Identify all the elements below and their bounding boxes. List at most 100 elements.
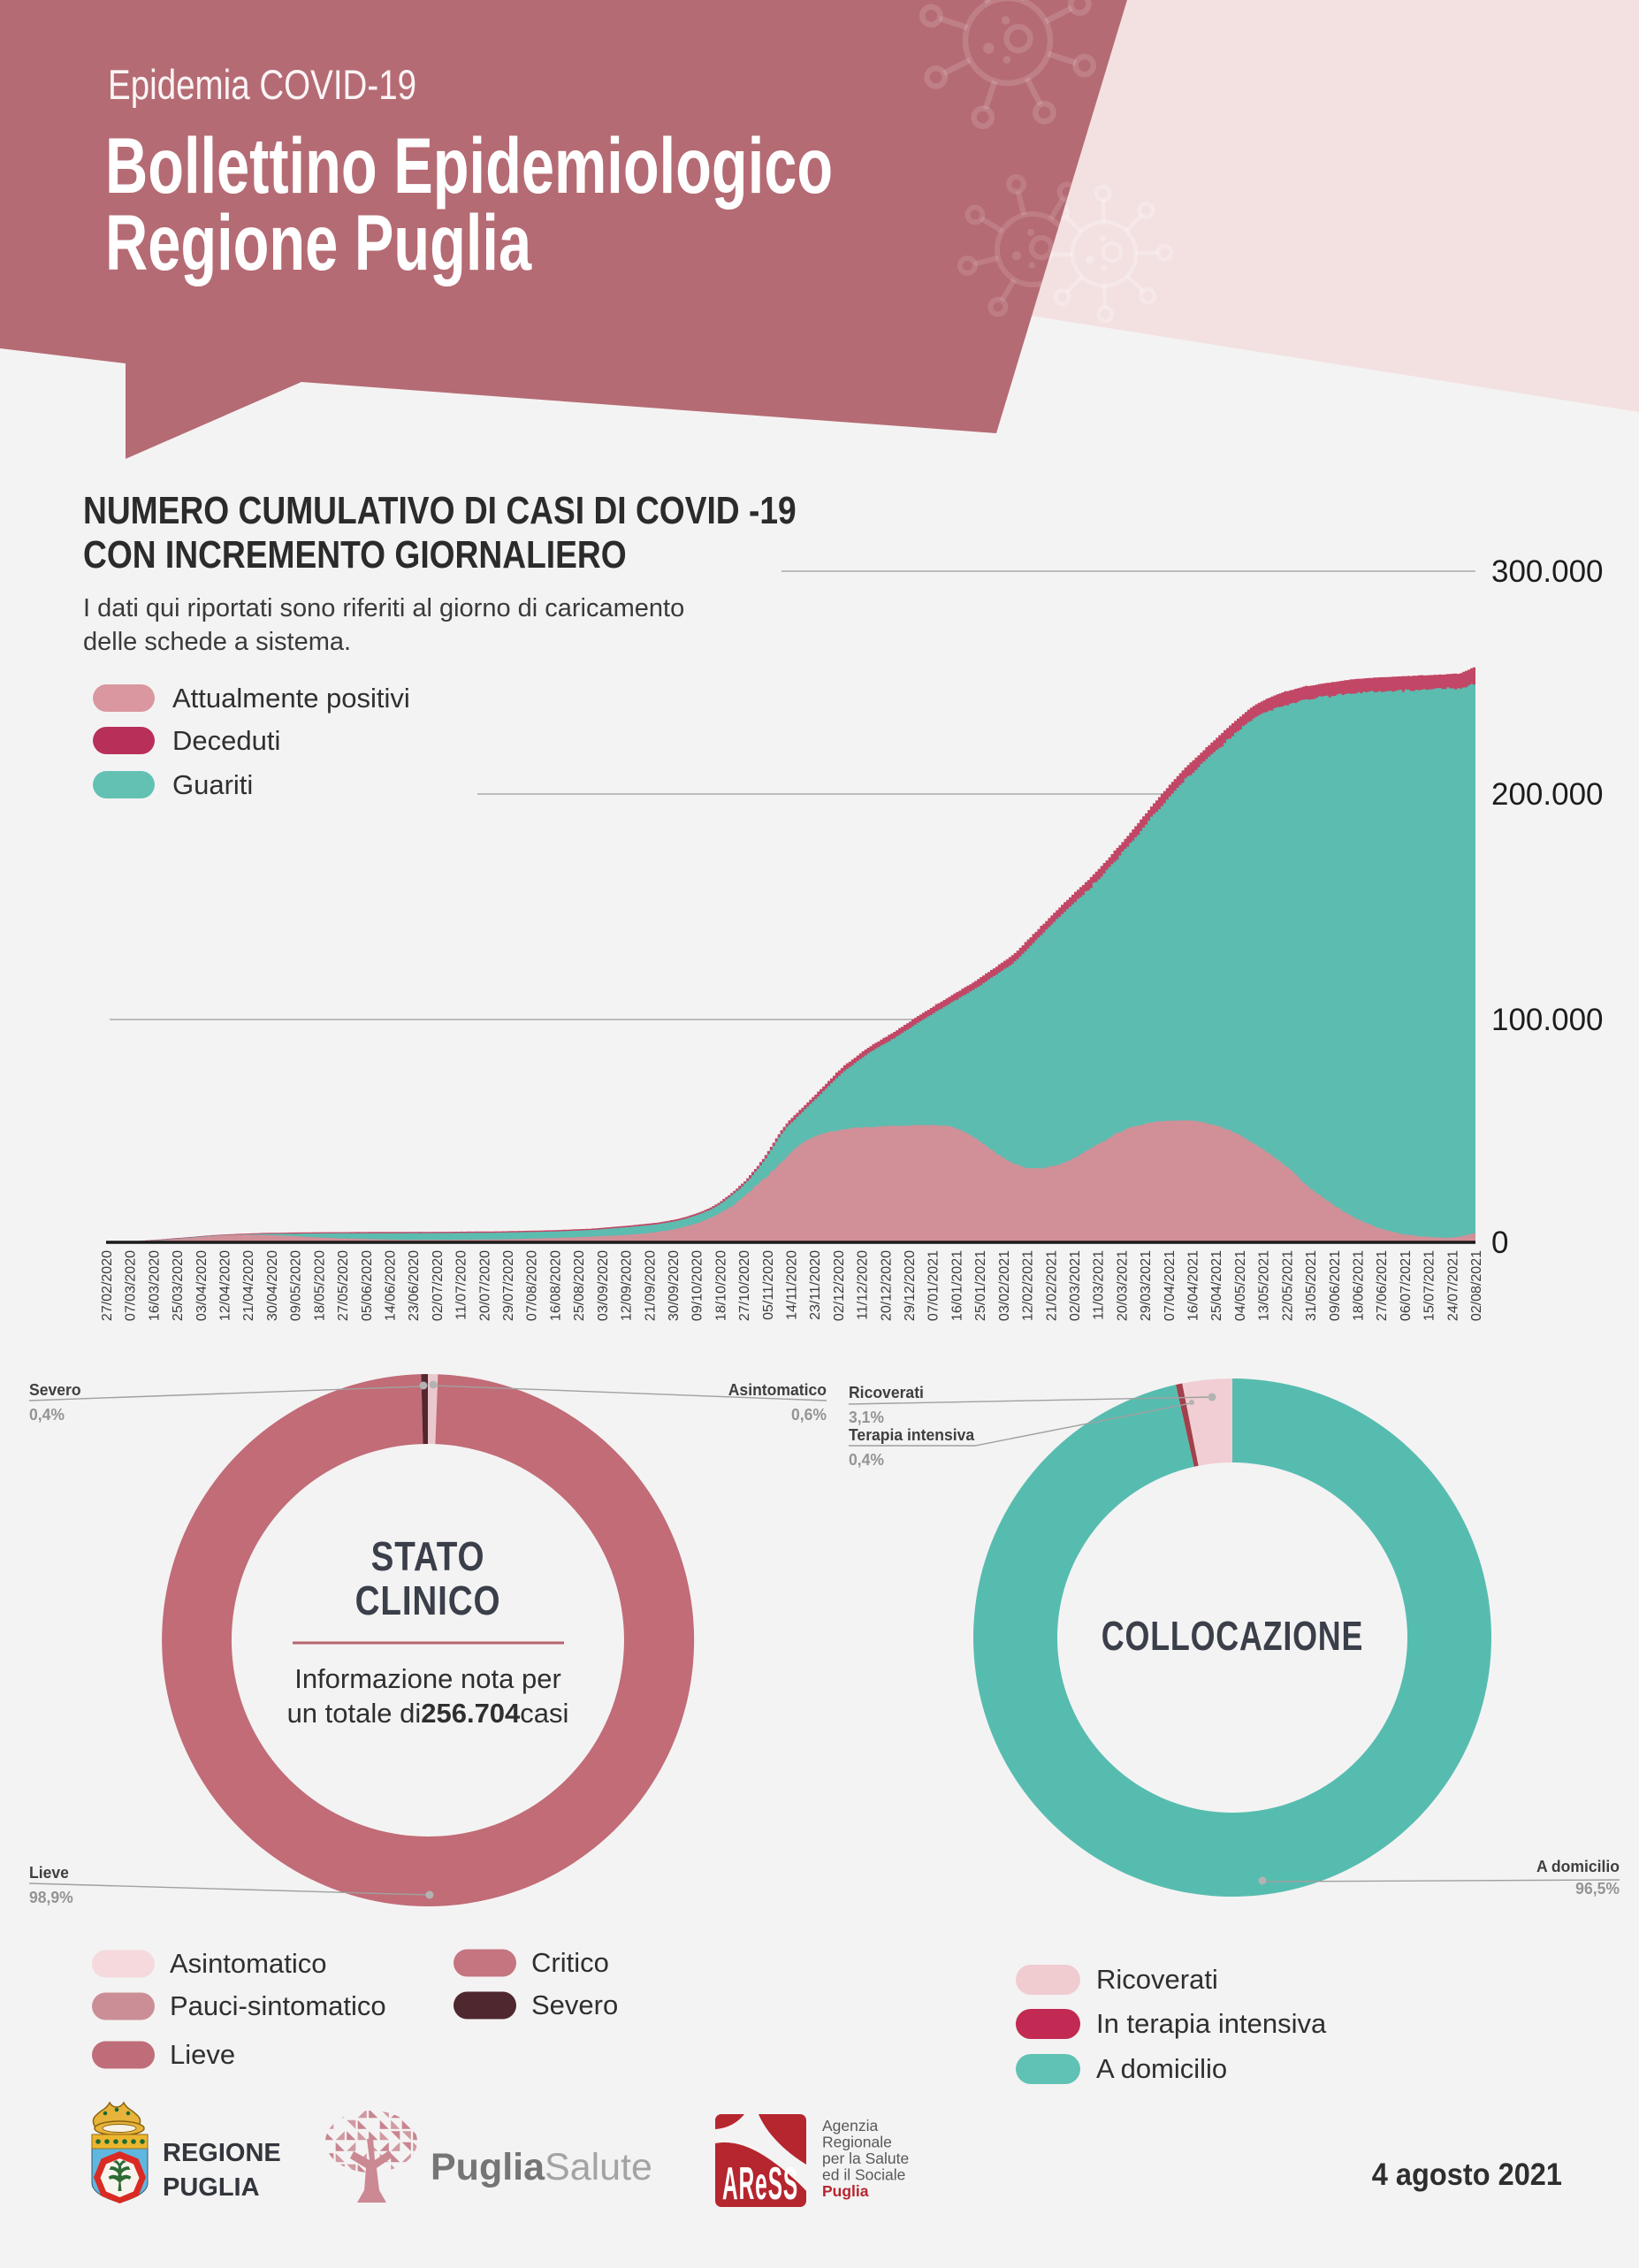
svg-text:27/05/2020: 27/05/2020 [336,1250,351,1321]
svg-text:Regione Puglia: Regione Puglia [105,199,532,287]
svg-text:16/03/2020: 16/03/2020 [147,1250,162,1321]
svg-text:18/06/2021: 18/06/2021 [1352,1250,1367,1321]
svg-text:Critico: Critico [531,1947,609,1978]
svg-text:Ricoverati: Ricoverati [1096,1964,1218,1995]
svg-text:12/04/2020: 12/04/2020 [218,1250,233,1321]
svg-text:02/03/2021: 02/03/2021 [1068,1250,1083,1321]
svg-text:delle schede a sistema.: delle schede a sistema. [83,628,351,656]
svg-text:Lieve: Lieve [170,2039,235,2070]
svg-text:0,4%: 0,4% [849,1451,884,1470]
svg-text:Pauci-sintomatico: Pauci-sintomatico [170,1990,386,2021]
svg-text:I dati qui riportati sono rife: I dati qui riportati sono riferiti al gi… [83,594,684,622]
svg-text:07/08/2020: 07/08/2020 [525,1250,540,1321]
svg-text:Terapia intensiva: Terapia intensiva [849,1426,975,1445]
svg-text:29/03/2021: 29/03/2021 [1139,1250,1154,1321]
svg-text:14/11/2020: 14/11/2020 [785,1250,800,1320]
svg-text:ed il Sociale: ed il Sociale [822,2166,905,2184]
svg-text:Attualmente positivi: Attualmente positivi [172,683,410,714]
svg-text:In terapia intensiva: In terapia intensiva [1096,2008,1327,2039]
svg-text:02/07/2020: 02/07/2020 [431,1250,446,1321]
svg-text:0,4%: 0,4% [29,1406,65,1424]
svg-text:20/03/2021: 20/03/2021 [1115,1250,1130,1321]
svg-text:Regionale: Regionale [822,2134,892,2151]
svg-text:25/03/2020: 25/03/2020 [171,1250,186,1321]
svg-text:CLINICO: CLINICO [355,1578,501,1623]
svg-text:30/04/2020: 30/04/2020 [265,1250,280,1321]
svg-text:Epidemia COVID-19: Epidemia COVID-19 [108,62,416,108]
svg-text:CON INCREMENTO GIORNALIERO: CON INCREMENTO GIORNALIERO [83,532,627,577]
svg-text:Asintomatico: Asintomatico [728,1381,827,1400]
svg-text:11/03/2021: 11/03/2021 [1092,1250,1107,1320]
svg-text:06/07/2021: 06/07/2021 [1399,1250,1414,1321]
svg-text:02/08/2021: 02/08/2021 [1469,1250,1484,1321]
svg-text:PugliaSalute: PugliaSalute [431,2146,652,2188]
svg-text:16/04/2021: 16/04/2021 [1186,1250,1201,1321]
svg-text:18/05/2020: 18/05/2020 [312,1250,327,1321]
svg-text:09/10/2020: 09/10/2020 [690,1250,705,1321]
svg-text:Agenzia: Agenzia [822,2117,879,2134]
svg-text:20/12/2020: 20/12/2020 [879,1250,894,1321]
svg-text:12/02/2021: 12/02/2021 [1021,1250,1036,1321]
svg-text:COLLOCAZIONE: COLLOCAZIONE [1102,1614,1363,1659]
svg-text:21/09/2020: 21/09/2020 [643,1250,658,1321]
svg-text:98,9%: 98,9% [29,1889,73,1907]
svg-text:100.000: 100.000 [1491,1003,1604,1037]
svg-text:11/12/2020: 11/12/2020 [856,1250,871,1320]
svg-text:03/04/2020: 03/04/2020 [194,1250,210,1321]
svg-text:18/10/2020: 18/10/2020 [713,1250,728,1321]
svg-text:04/05/2021: 04/05/2021 [1233,1250,1248,1321]
svg-text:Puglia: Puglia [822,2182,869,2200]
svg-text:0: 0 [1491,1226,1508,1260]
svg-text:29/12/2020: 29/12/2020 [903,1250,918,1321]
svg-text:20/07/2020: 20/07/2020 [477,1250,492,1321]
svg-text:16/01/2021: 16/01/2021 [949,1250,964,1321]
svg-text:13/05/2021: 13/05/2021 [1257,1250,1272,1321]
svg-text:16/08/2020: 16/08/2020 [548,1250,563,1321]
svg-text:Lieve: Lieve [29,1864,69,1882]
svg-text:300.000: 300.000 [1491,554,1604,589]
svg-text:3,1%: 3,1% [849,1409,884,1427]
svg-text:29/07/2020: 29/07/2020 [501,1250,516,1321]
svg-text:200.000: 200.000 [1491,777,1604,812]
svg-text:09/06/2021: 09/06/2021 [1328,1250,1343,1321]
svg-text:21/02/2021: 21/02/2021 [1044,1250,1059,1321]
svg-text:23/06/2020: 23/06/2020 [407,1250,422,1321]
svg-text:Informazione nota per: Informazione nota per [294,1663,561,1694]
svg-text:REGIONE: REGIONE [163,2139,281,2167]
svg-text:Asintomatico: Asintomatico [170,1948,326,1979]
svg-text:Guariti: Guariti [172,769,253,800]
svg-text:15/07/2021: 15/07/2021 [1422,1250,1437,1321]
svg-text:14/06/2020: 14/06/2020 [384,1250,399,1321]
svg-text:25/04/2021: 25/04/2021 [1209,1250,1224,1321]
svg-text:05/11/2020: 05/11/2020 [761,1250,776,1320]
svg-text:per la Salute: per la Salute [822,2150,909,2167]
svg-text:21/04/2020: 21/04/2020 [241,1250,256,1321]
svg-text:27/06/2021: 27/06/2021 [1375,1250,1390,1321]
svg-text:09/05/2020: 09/05/2020 [289,1250,304,1321]
svg-text:NUMERO CUMULATIVO DI CASI DI C: NUMERO CUMULATIVO DI CASI DI COVID -19 [83,488,797,532]
svg-text:0,6%: 0,6% [791,1406,827,1424]
svg-text:22/05/2021: 22/05/2021 [1280,1250,1295,1321]
svg-text:Bollettino Epidemiologico: Bollettino Epidemiologico [105,122,833,210]
svg-text:02/12/2020: 02/12/2020 [832,1250,847,1321]
svg-text:Severo: Severo [29,1381,81,1400]
svg-text:07/03/2020: 07/03/2020 [124,1250,139,1321]
svg-text:STATO: STATO [371,1534,485,1579]
svg-text:03/09/2020: 03/09/2020 [596,1250,611,1321]
svg-text:AReSS: AReSS [722,2157,798,2210]
svg-text:25/01/2021: 25/01/2021 [973,1250,988,1321]
svg-text:96,5%: 96,5% [1575,1880,1620,1898]
svg-text:11/07/2020: 11/07/2020 [454,1250,469,1320]
svg-text:un totale di256.704casi: un totale di256.704casi [287,1698,569,1729]
svg-text:27/02/2020: 27/02/2020 [100,1250,115,1321]
svg-text:24/07/2021: 24/07/2021 [1445,1250,1460,1321]
svg-text:12/09/2020: 12/09/2020 [620,1250,635,1321]
svg-text:Severo: Severo [531,1989,618,2020]
svg-text:07/04/2021: 07/04/2021 [1163,1250,1178,1321]
svg-text:4 agosto 2021: 4 agosto 2021 [1372,2157,1562,2192]
svg-text:25/08/2020: 25/08/2020 [572,1250,587,1321]
svg-text:30/09/2020: 30/09/2020 [667,1250,682,1321]
svg-text:03/02/2021: 03/02/2021 [997,1250,1012,1321]
svg-text:Ricoverati: Ricoverati [849,1384,924,1402]
svg-text:Deceduti: Deceduti [172,725,280,756]
